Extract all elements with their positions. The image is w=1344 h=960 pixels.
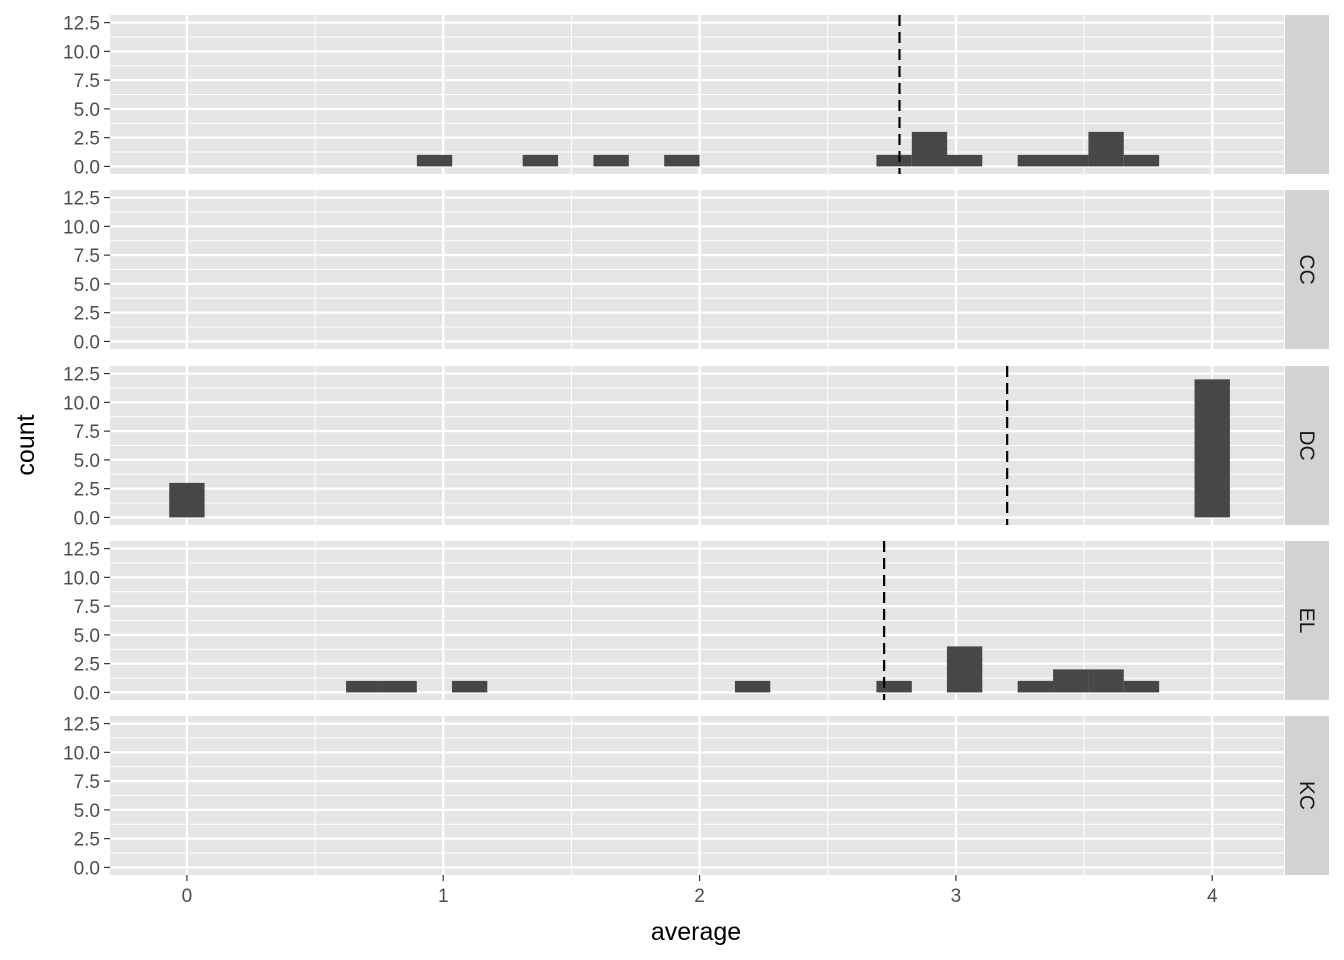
histogram-bar (1194, 379, 1230, 518)
facet-strip-label: DC (1295, 430, 1318, 460)
y-tick-label: 7.5 (74, 772, 100, 793)
y-tick-label: 12.5 (63, 715, 100, 736)
y-tick-label: 7.5 (74, 71, 100, 92)
y-tick-label: 10.0 (63, 393, 100, 414)
y-tick-label: 7.5 (74, 246, 100, 267)
y-tick-label: 5.0 (74, 100, 100, 121)
y-tick-label: 5.0 (74, 451, 100, 472)
histogram-bar (522, 154, 559, 167)
y-tick-label: 12.5 (63, 189, 100, 210)
histogram-bar (946, 646, 983, 693)
histogram-bar (876, 680, 912, 693)
x-tick-label: 0 (182, 886, 193, 907)
facet-strip (1285, 15, 1329, 174)
facet-panel: 0.0 2.5 5.0 7.5 10.0 12.5 EL (63, 540, 1329, 704)
facet-strip (1285, 190, 1329, 349)
x-axis-title: average (651, 918, 741, 946)
facet-panel: 0.0 2.5 5.0 7.5 10.0 12.5 CC (63, 189, 1329, 353)
histogram-bar (876, 154, 912, 167)
x-tick-label: 1 (438, 886, 449, 907)
histogram-bar (1123, 680, 1160, 693)
facet-strip (1285, 541, 1329, 700)
x-tick-label: 4 (1207, 886, 1218, 907)
y-tick-label: 7.5 (74, 422, 100, 443)
x-tick-label: 2 (694, 886, 705, 907)
facet-strip-label: KC (1295, 781, 1318, 810)
facet-panel: 0.0 2.5 5.0 7.5 10.0 12.5 KC (63, 715, 1329, 879)
histogram-bar (1017, 154, 1054, 167)
y-tick-label: 5.0 (74, 275, 100, 296)
y-tick-label: 12.5 (63, 14, 100, 35)
histogram-bar (593, 154, 629, 167)
y-tick-label: 12.5 (63, 365, 100, 386)
y-tick-label: 10.0 (63, 568, 100, 589)
y-tick-label: 10.0 (63, 743, 100, 764)
y-tick-label: 5.0 (74, 626, 100, 647)
x-axis: 0 1 2 3 4 (182, 875, 1218, 907)
y-tick-label: 5.0 (74, 801, 100, 822)
histogram-bar (664, 154, 700, 167)
facet-strip-label: EL (1295, 608, 1318, 634)
y-tick-label: 2.5 (74, 129, 100, 150)
y-tick-label: 2.5 (74, 830, 100, 851)
histogram-bar (1123, 154, 1160, 167)
facet-panel: 0.0 2.5 5.0 7.5 10.0 12.5 DC (63, 365, 1329, 529)
y-tick-label: 0.0 (74, 683, 100, 704)
facet-strip-label: CC (1295, 254, 1318, 284)
y-tick-label: 10.0 (63, 42, 100, 63)
y-tick-label: 12.5 (63, 540, 100, 561)
y-tick-label: 0.0 (74, 157, 100, 178)
histogram-bar (946, 154, 983, 167)
histogram-bar (1088, 131, 1124, 167)
histogram-bar (1017, 680, 1054, 693)
x-tick-label: 3 (951, 886, 962, 907)
histogram-bar (1053, 154, 1089, 167)
facet-strip (1285, 716, 1329, 875)
facet-panels: 0.0 2.5 5.0 7.5 10.0 12.5 0.0 2.5 5.0 7.5 10.0 12.5… (63, 14, 1329, 879)
facet-strip (1285, 366, 1329, 525)
histogram-bar (1088, 669, 1124, 693)
y-tick-label: 10.0 (63, 217, 100, 238)
histogram-bar (911, 131, 948, 167)
histogram-bar (169, 482, 205, 518)
histogram-bar (381, 680, 417, 693)
y-tick-label: 2.5 (74, 480, 100, 501)
y-axis-title: count (12, 414, 40, 475)
histogram-bar (451, 680, 488, 693)
histogram-bar (346, 680, 382, 693)
y-tick-label: 7.5 (74, 597, 100, 618)
y-tick-label: 2.5 (74, 655, 100, 676)
y-tick-label: 0.0 (74, 508, 100, 529)
histogram-bar (1053, 669, 1089, 693)
y-tick-label: 0.0 (74, 332, 100, 353)
histogram-bar (416, 154, 453, 167)
facet-panel: 0.0 2.5 5.0 7.5 10.0 12.5 (63, 14, 1329, 178)
y-tick-label: 2.5 (74, 304, 100, 325)
histogram-bar (734, 680, 771, 693)
y-tick-label: 0.0 (74, 858, 100, 879)
